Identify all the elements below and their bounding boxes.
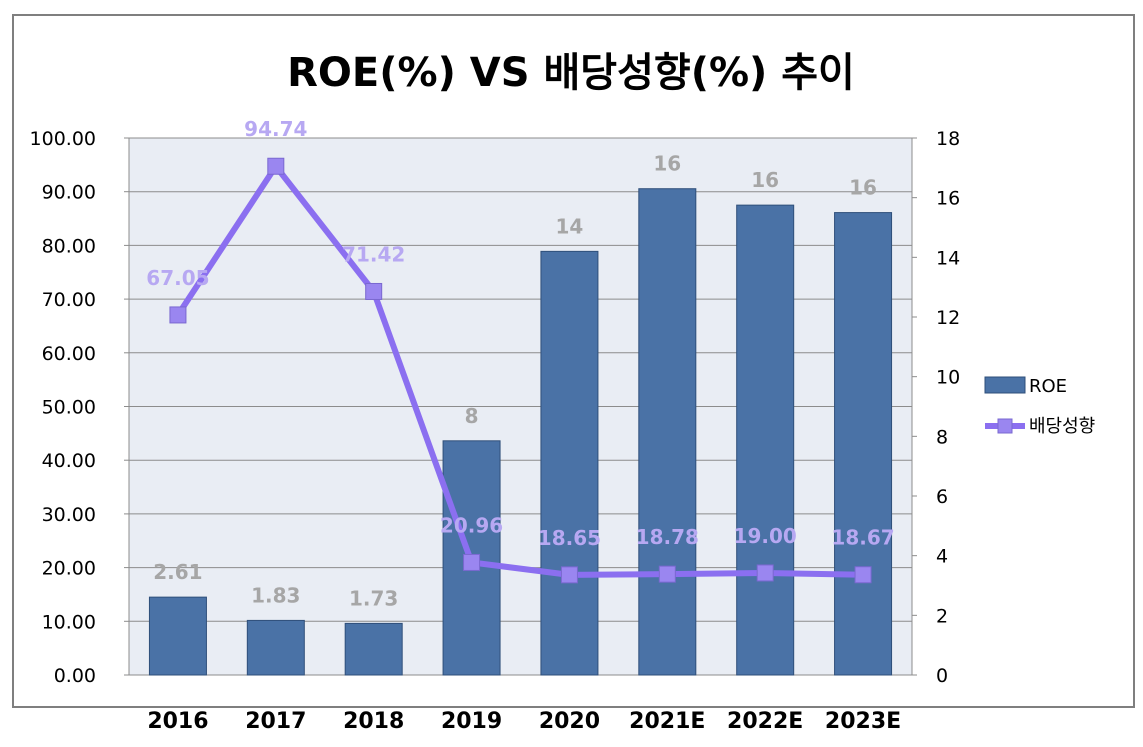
left-axis-tick-label: 80.00: [42, 235, 96, 257]
right-axis-tick-label: 18: [936, 128, 960, 150]
right-axis-tick-label: 2: [936, 605, 948, 627]
right-axis-tick-label: 10: [936, 367, 960, 389]
left-axis-tick-label: 50.00: [42, 397, 96, 419]
roe-bar-label: 16: [751, 168, 779, 192]
roe-bar: [540, 250, 599, 676]
payout-data-label: 18.65: [538, 526, 601, 550]
left-axis-tick-label: 10.00: [42, 611, 96, 633]
roe-bars: [148, 188, 893, 676]
x-axis-tick-label: 2020: [539, 709, 600, 734]
payout-marker: [267, 157, 285, 175]
payout-marker: [463, 553, 481, 571]
roe-bar-label: 2.61: [153, 560, 202, 584]
payout-data-label: 71.42: [342, 242, 405, 266]
roe-bar: [638, 188, 697, 676]
payout-data-label: 67.05: [146, 266, 209, 290]
left-axis-tick-label: 100.00: [30, 128, 96, 150]
payout-marker: [365, 282, 383, 300]
right-axis-tick-label: 6: [936, 486, 948, 508]
legend-payout-label: 배당성향: [1029, 416, 1095, 437]
left-axis-tick-label: 60.00: [42, 343, 96, 365]
roe-bar: [344, 622, 403, 676]
payout-marker: [756, 564, 774, 582]
right-axis-tick-label: 16: [936, 188, 960, 210]
x-axis-tick-label: 2019: [441, 709, 502, 734]
chart-title: ROE(%) VS 배당성향(%) 추이: [287, 50, 855, 96]
payout-line-series: [169, 157, 872, 584]
right-axis-tick-label: 4: [936, 546, 948, 568]
x-axis-tick-label: 2023E: [825, 709, 901, 734]
roe-bar: [736, 204, 795, 676]
roe-bar-label: 16: [849, 176, 877, 200]
payout-data-label: 19.00: [734, 524, 797, 548]
roe-bar-label: 1.73: [349, 586, 398, 610]
payout-marker: [658, 565, 676, 583]
roe-bar-label: 16: [653, 152, 681, 176]
right-axis-tick-label: 8: [936, 426, 948, 448]
payout-data-label: 18.78: [636, 525, 699, 549]
payout-data-label: 20.96: [440, 513, 503, 537]
left-axis-tick-label: 40.00: [42, 450, 96, 472]
roe-bar-label: 1.83: [251, 583, 300, 607]
roe-bar: [246, 619, 305, 676]
roe-data-labels: 2.61 1.83 1.73 8 14 16 16 16: [153, 152, 877, 611]
legend-payout-marker: [997, 418, 1013, 434]
right-axis-tick-label: 0: [936, 665, 948, 687]
roe-bar: [834, 212, 893, 676]
left-axis-tick-label: 90.00: [42, 182, 96, 204]
payout-marker: [169, 306, 187, 324]
left-axis-ticks: 0.00 10.00 20.00 30.00 40.00 50.00 60.00 70.00 8…: [30, 128, 129, 687]
x-axis-tick-label: 2022E: [727, 709, 803, 734]
roe-bar-label: 14: [556, 214, 584, 238]
payout-data-label: 94.74: [244, 117, 307, 141]
x-axis-tick-label: 2018: [343, 709, 404, 734]
roe-bar-label: 8: [465, 404, 479, 428]
roe-bar: [148, 596, 207, 676]
left-axis-tick-label: 20.00: [42, 558, 96, 580]
legend: ROE 배당성향: [984, 376, 1095, 437]
x-axis-tick-label: 2017: [245, 709, 306, 734]
left-axis-tick-label: 70.00: [42, 289, 96, 311]
payout-data-label: 18.67: [831, 526, 894, 550]
x-axis-tick-label: 2021E: [629, 709, 705, 734]
x-axis-ticks: 2016 2017 2018 2019 2020 2021E 2022E 2023E: [147, 709, 901, 734]
left-axis-tick-label: 0.00: [54, 665, 96, 687]
x-axis-tick-label: 2016: [147, 709, 208, 734]
legend-roe-label: ROE: [1029, 376, 1067, 397]
right-axis-tick-label: 14: [936, 247, 960, 269]
payout-data-labels: 67.05 94.74 71.42 20.96 18.65 18.78 19.00 18.67: [146, 117, 894, 550]
right-axis-tick-label: 12: [936, 307, 960, 329]
payout-marker: [854, 566, 872, 584]
left-axis-tick-label: 30.00: [42, 504, 96, 526]
right-axis-ticks: 0 2 4 6 8 10 12 14 16 18: [912, 128, 960, 687]
payout-marker: [560, 566, 578, 584]
payout-line: [175, 163, 864, 578]
legend-roe-swatch: [984, 376, 1026, 394]
